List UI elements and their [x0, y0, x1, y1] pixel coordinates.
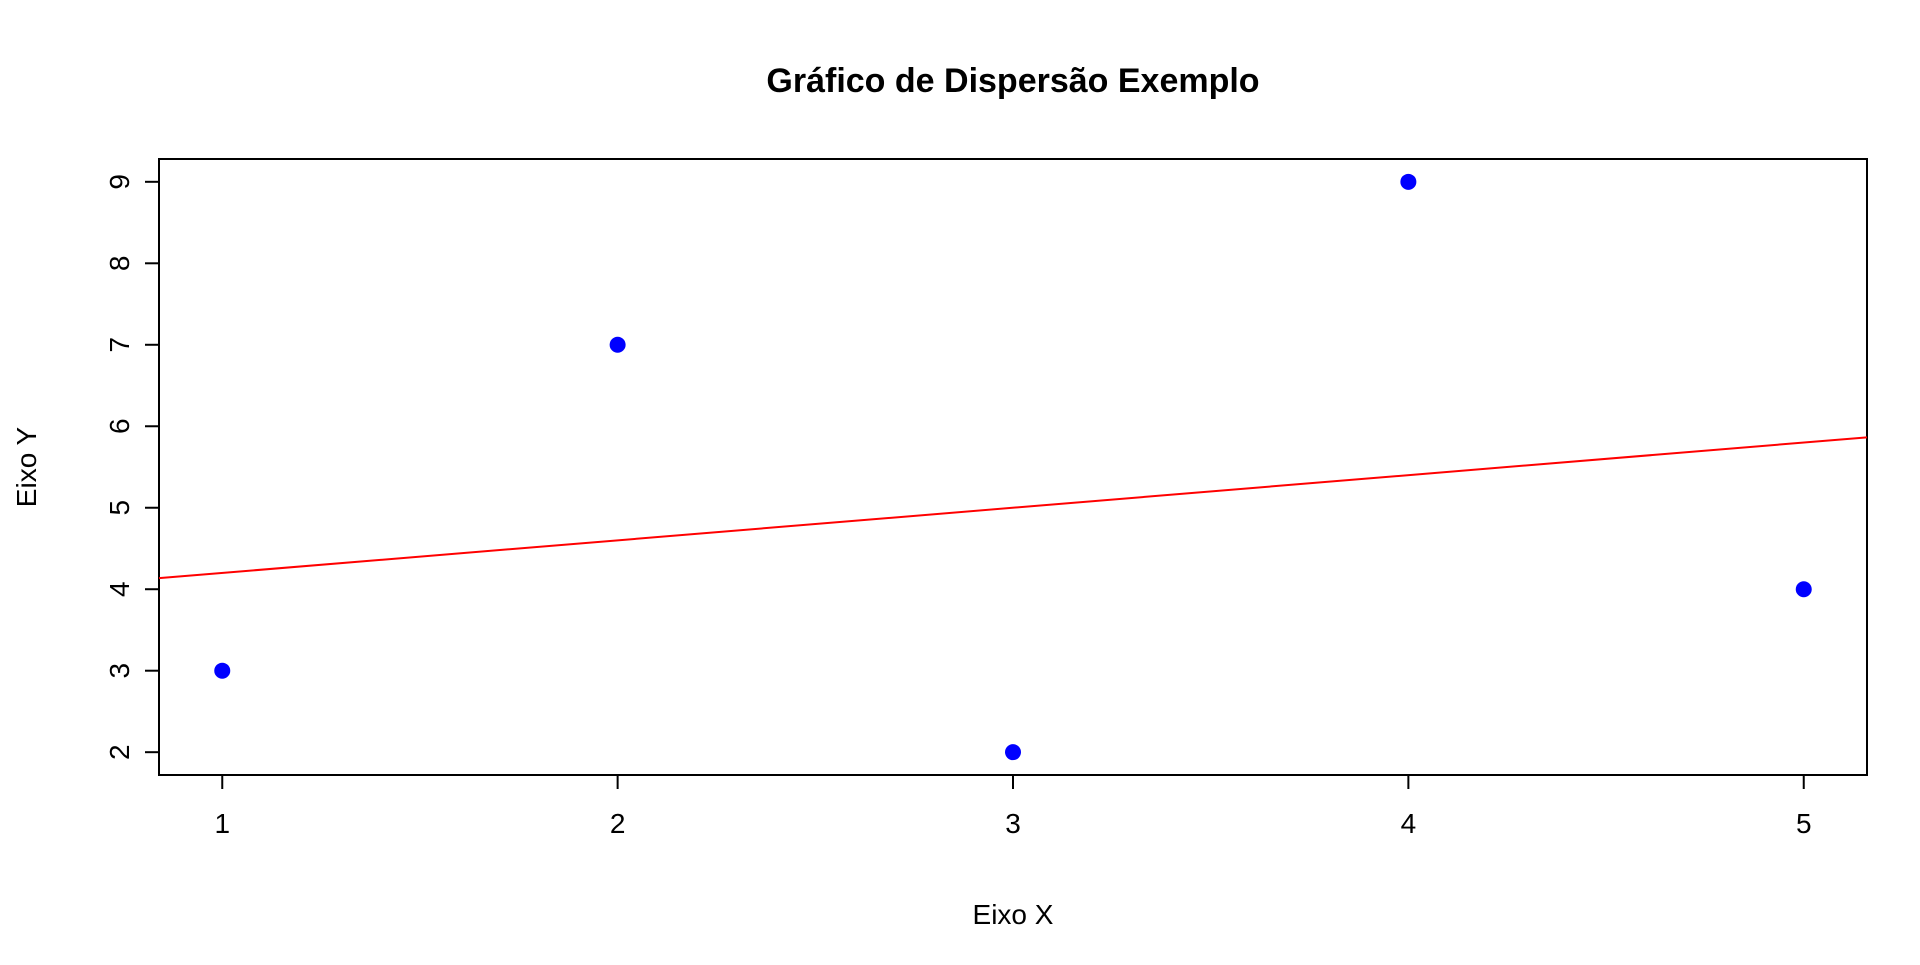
plot-frame: [158, 158, 1868, 776]
data-point: [1795, 581, 1812, 598]
data-point: [1005, 744, 1021, 761]
x-tick-label: 3: [1005, 808, 1021, 839]
chart-title: Gráfico de Dispersão Exemplo: [766, 62, 1259, 100]
x-tick-label: 2: [610, 808, 626, 839]
trend-line-layer: [158, 436, 1868, 580]
data-point: [609, 336, 626, 353]
x-tick-label: 1: [214, 808, 230, 839]
y-axis-label: Eixo Y: [11, 426, 42, 507]
y-tick-label: 2: [104, 744, 135, 760]
y-tick-label: 8: [104, 256, 135, 272]
y-axis: 2 3 4 5 6 7 8 9: [104, 174, 159, 760]
x-axis: 1 2 3 4 5: [214, 775, 1812, 839]
data-points-layer: [214, 173, 1812, 761]
y-tick-label: 7: [104, 337, 135, 353]
y-tick-label: 3: [104, 663, 135, 679]
y-tick-label: 6: [104, 418, 135, 434]
x-axis-label: Eixo X: [973, 899, 1054, 930]
trend-line: [158, 436, 1868, 580]
x-tick-label: 5: [1796, 808, 1812, 839]
data-point: [1400, 173, 1417, 190]
x-tick-label: 4: [1401, 808, 1417, 839]
data-point: [214, 662, 231, 679]
y-tick-label: 4: [104, 581, 135, 597]
y-tick-label: 9: [104, 174, 135, 190]
y-tick-label: 5: [104, 500, 135, 516]
